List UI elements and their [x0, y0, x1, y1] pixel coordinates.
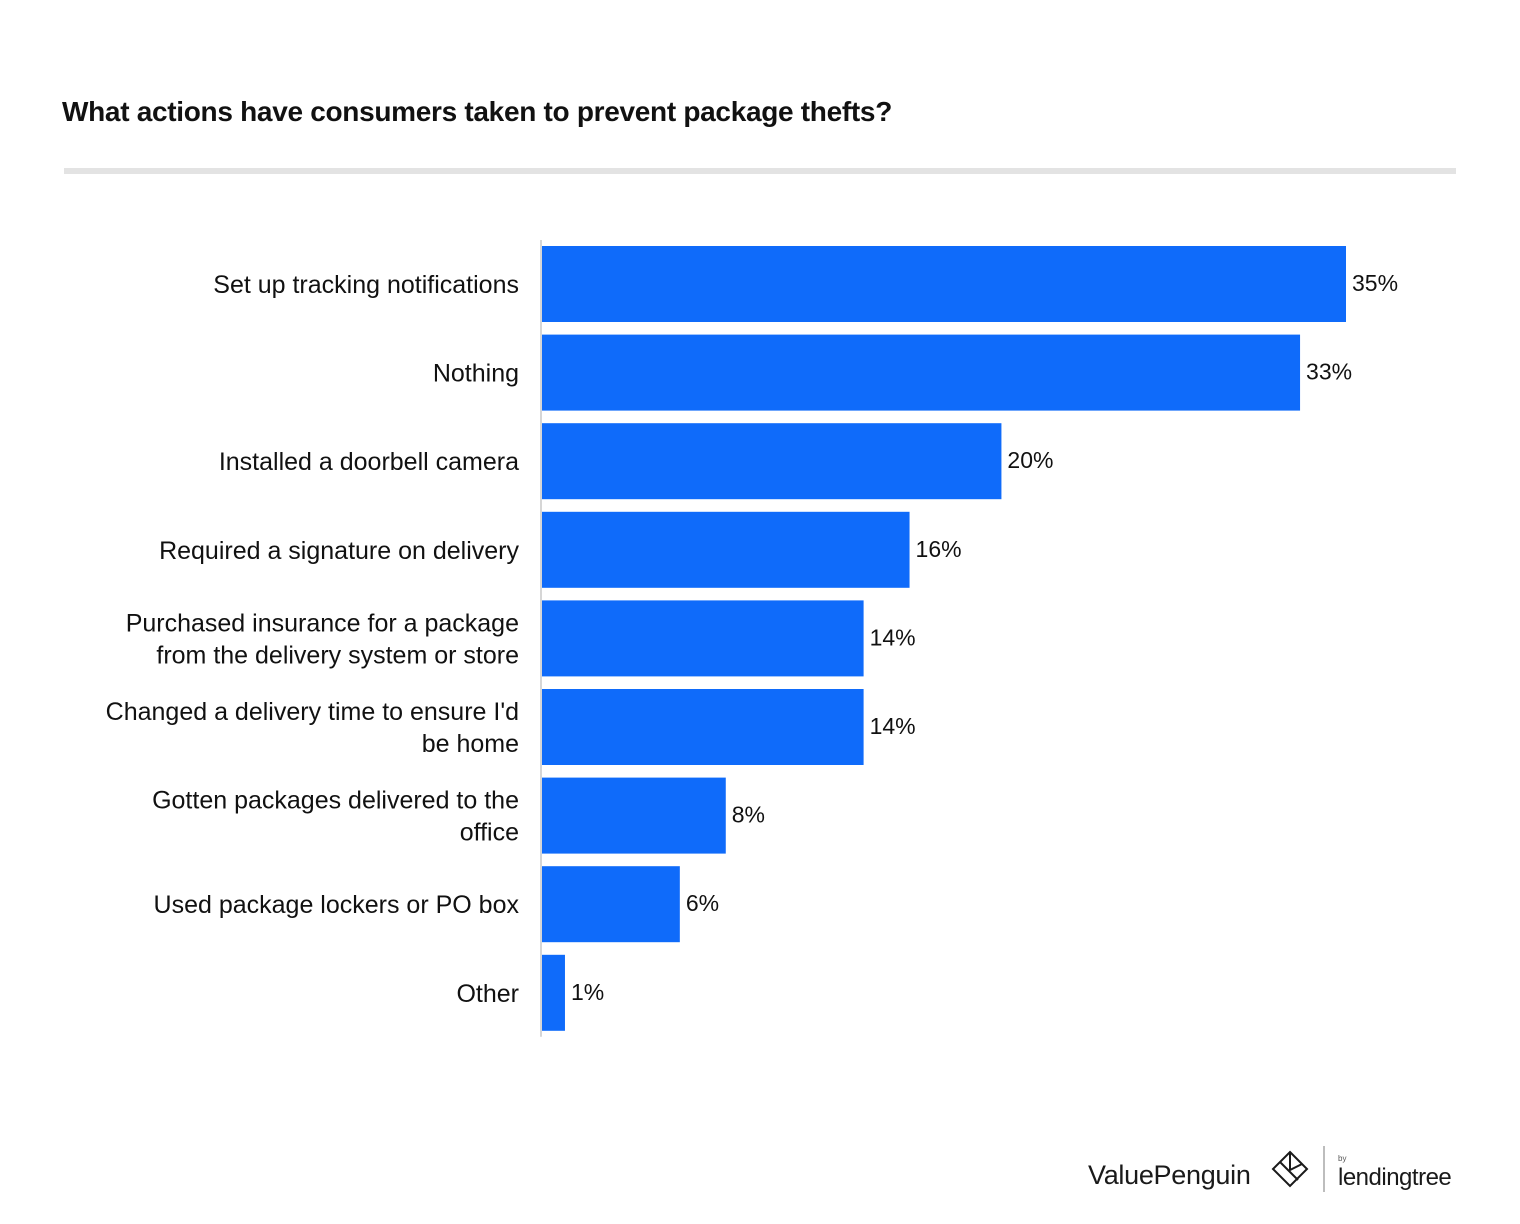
- bar: [542, 600, 864, 677]
- category-label: be home: [422, 730, 519, 758]
- value-label: 16%: [916, 536, 962, 562]
- category-label: Nothing: [433, 360, 519, 388]
- value-label: 6%: [686, 890, 719, 916]
- category-label: Used package lockers or PO box: [154, 891, 520, 919]
- footer-branding: ValuePenguin by lendingtree: [1088, 1146, 1468, 1196]
- bar: [542, 689, 864, 765]
- value-label: 8%: [732, 802, 765, 828]
- title-divider: [64, 168, 1456, 174]
- bar: [542, 777, 726, 854]
- bar: [542, 954, 565, 1031]
- bar: [542, 511, 910, 588]
- by-label: by: [1338, 1154, 1347, 1163]
- category-label: Required a signature on delivery: [159, 537, 519, 565]
- category-label: Changed a delivery time to ensure I'd: [106, 698, 519, 726]
- bar: [542, 334, 1301, 411]
- category-label: Installed a doorbell camera: [219, 448, 519, 476]
- value-label: 33%: [1306, 359, 1352, 385]
- value-label: 14%: [870, 624, 916, 650]
- category-label: from the delivery system or store: [156, 641, 519, 669]
- value-label: 14%: [870, 713, 916, 739]
- category-label: Purchased insurance for a package: [126, 609, 519, 637]
- category-label: Set up tracking notifications: [213, 271, 519, 299]
- chart-title: What actions have consumers taken to pre…: [62, 96, 893, 127]
- lendingtree-logo-text: lendingtree: [1338, 1164, 1452, 1191]
- valuepenguin-diamond-icon: [1271, 1150, 1309, 1188]
- category-label: Gotten packages delivered to the: [152, 787, 519, 815]
- bar: [542, 866, 680, 943]
- value-label: 1%: [571, 979, 604, 1005]
- bar: [542, 246, 1346, 322]
- value-label: 20%: [1007, 447, 1053, 473]
- logo-divider: [1323, 1146, 1325, 1192]
- valuepenguin-logo-text: ValuePenguin: [1088, 1160, 1251, 1190]
- category-label: Other: [456, 980, 519, 1008]
- bar: [542, 423, 1002, 500]
- value-label: 35%: [1352, 270, 1398, 296]
- category-label: office: [460, 819, 519, 847]
